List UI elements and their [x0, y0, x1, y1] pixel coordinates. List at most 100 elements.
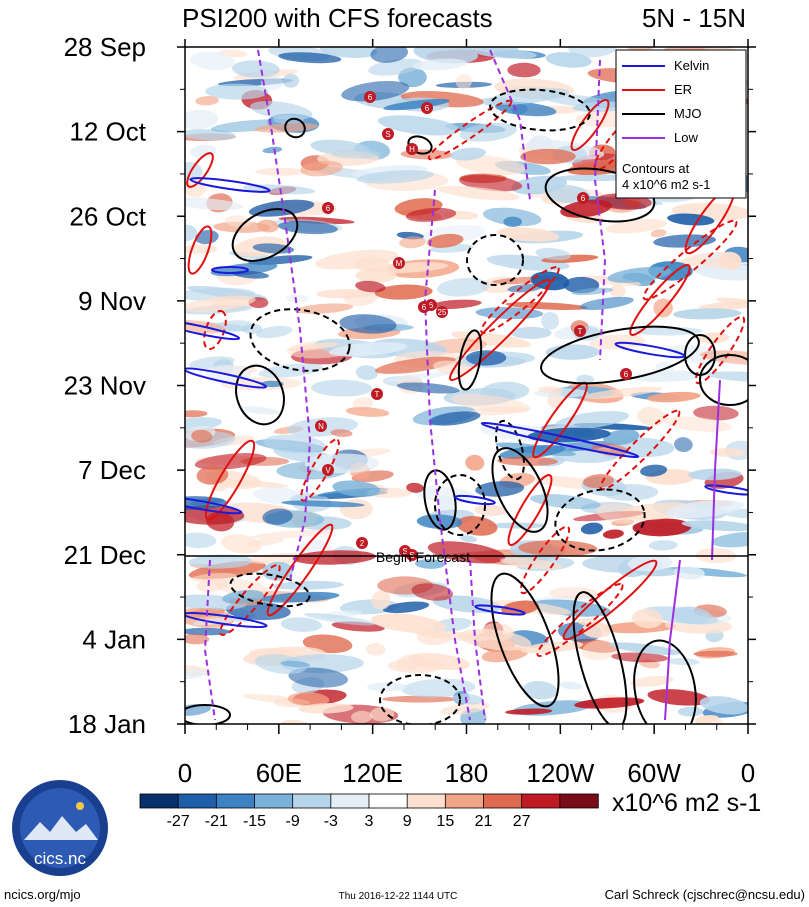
- shading-cell: [450, 147, 486, 161]
- shading-cell: [520, 148, 576, 165]
- mjo-contour: [231, 208, 299, 262]
- colorbar-swatch: [444, 793, 485, 809]
- shading-cell: [278, 52, 342, 64]
- shading-cell: [580, 522, 603, 535]
- shading-cell: [262, 508, 293, 525]
- shading-cell: [278, 220, 338, 235]
- mjo-contour: [490, 572, 560, 708]
- anomaly-shading: [185, 47, 748, 724]
- shading-cell: [428, 411, 481, 426]
- colorbar-swatch: [483, 793, 523, 809]
- shading-cell: [440, 702, 490, 715]
- shading-cell: [188, 554, 253, 569]
- legend: Kelvin ER MJO Low Contours at4 x10^6 m2 s-1: [615, 49, 747, 199]
- shading-cell: [699, 696, 748, 715]
- shading-cell: [665, 500, 744, 519]
- shading-cell: [455, 155, 526, 176]
- shading-cell: [710, 448, 746, 457]
- mjo-contour: [379, 674, 461, 724]
- shading-cell: [437, 185, 520, 201]
- colorbar-tick-label: -3: [324, 813, 338, 830]
- shading-cell: [343, 288, 378, 306]
- y-axis: 28 Sep 12 Oct 26 Oct 9 Nov 23 Nov 7 Dec 21 Dec…: [64, 32, 756, 739]
- mjo-contour: [495, 419, 525, 481]
- shading-cell: [650, 229, 667, 238]
- mjo-contour: [249, 308, 351, 372]
- shading-cell: [374, 284, 433, 300]
- storm-marker: 6: [620, 368, 632, 380]
- shading-cell: [545, 52, 592, 68]
- storm-marker-label: 2: [360, 539, 365, 548]
- storm-marker: S: [382, 128, 394, 140]
- shading-cell: [459, 628, 532, 651]
- shading-cell: [507, 283, 543, 293]
- mjo-contour: [554, 488, 646, 552]
- shading-cell: [185, 633, 210, 645]
- er-contour: [507, 474, 553, 546]
- shading-cell: [535, 247, 571, 261]
- shading-cell: [582, 622, 612, 638]
- shading-cell: [370, 47, 409, 63]
- shading-cell: [632, 518, 692, 537]
- low-contour: [423, 189, 471, 721]
- shading-cell: [667, 658, 700, 666]
- kelvin-contour: [614, 341, 686, 359]
- mjo-contour: [544, 167, 656, 223]
- shading-cell: [251, 529, 333, 539]
- shading-cell: [693, 650, 738, 657]
- y-tick-label: 23 Nov: [64, 371, 146, 401]
- er-contour: [519, 525, 571, 595]
- shading-cell: [527, 427, 611, 443]
- colorbar-swatch: [406, 793, 447, 809]
- er-contour: [266, 523, 334, 617]
- shading-cell: [185, 532, 217, 549]
- storm-marker: 2: [356, 537, 368, 549]
- shading-cell: [711, 532, 748, 548]
- storm-marker-label: 6: [422, 303, 427, 312]
- mjo-contour: [284, 117, 306, 139]
- colorbar-swatch: [368, 793, 408, 809]
- colorbar-tick-label: -9: [286, 813, 300, 830]
- shading-cell: [345, 407, 390, 417]
- shading-cell: [185, 320, 226, 334]
- shading-cell: [195, 230, 219, 245]
- shading-cell: [411, 583, 454, 601]
- y-tick-label: 12 Oct: [69, 117, 146, 147]
- shading-cell: [252, 243, 295, 254]
- shading-cell: [681, 520, 748, 532]
- shading-cell: [505, 708, 553, 715]
- colorbar-tick-label: -15: [243, 813, 266, 830]
- y-tick-label: 9 Nov: [78, 286, 146, 316]
- shading-cell: [555, 174, 635, 182]
- kelvin-contour: [185, 495, 243, 515]
- shading-cell: [415, 559, 445, 569]
- shading-cell: [695, 715, 719, 724]
- storm-marker: 25: [436, 306, 448, 318]
- storm-marker: N: [315, 420, 327, 432]
- storm-marker-label: M: [396, 259, 403, 268]
- shading-cell: [190, 573, 237, 582]
- x-tick-label: 60E: [256, 758, 302, 788]
- shading-cell: [653, 234, 716, 248]
- colorbar-swatch: [139, 793, 179, 809]
- shading-cell: [262, 146, 283, 154]
- storm-marker-label: 6: [429, 301, 434, 310]
- x-tick-label: 0: [741, 758, 755, 788]
- low-contour: [664, 559, 681, 721]
- shading-cell: [255, 167, 308, 176]
- legend-label: Kelvin: [674, 58, 709, 73]
- shading-cell: [475, 481, 525, 497]
- shading-cell: [523, 680, 558, 700]
- storm-marker-label: V: [325, 466, 331, 475]
- storm-marker: T: [574, 325, 586, 337]
- shading-cell: [190, 51, 236, 71]
- shading-cell: [503, 216, 523, 228]
- shading-cell: [255, 654, 307, 675]
- kelvin-contour: [185, 367, 268, 389]
- shading-cell: [559, 681, 583, 690]
- x-tick-label: 120W: [526, 758, 594, 788]
- mjo-contour: [491, 447, 549, 533]
- colorbar-tick-label: 3: [365, 813, 374, 830]
- mjo-contour: [633, 639, 697, 724]
- shading-cell: [595, 503, 645, 524]
